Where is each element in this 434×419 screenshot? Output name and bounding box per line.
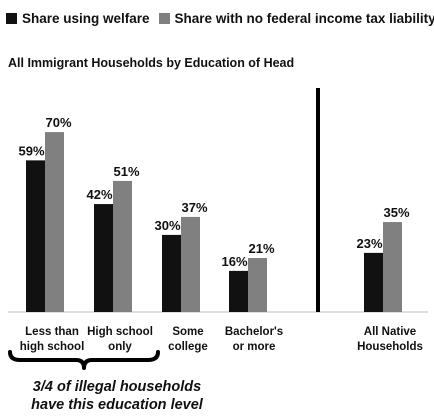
category-label-2-line-0: Some [172, 326, 203, 338]
category-label-0-line-1: high school [20, 341, 85, 353]
data-label-no-tax-4: 35% [383, 205, 409, 220]
category-label-1-line-1: only [108, 341, 132, 353]
data-label-no-tax-1: 51% [113, 164, 139, 179]
data-label-no-tax-3: 21% [248, 241, 274, 256]
category-label-1-line-0: High school [87, 326, 153, 338]
legend: Share using welfare Share with no federa… [6, 8, 434, 28]
category-label-4-line-0: All Native [364, 326, 416, 338]
note-line-1: 3/4 of illegal households [32, 379, 202, 395]
category-label-4-line-1: Households [357, 341, 423, 353]
bar-no-tax-2 [181, 216, 200, 312]
data-label-welfare-3: 16% [221, 254, 247, 269]
education-note: 3/4 of illegal households have this educ… [12, 378, 222, 414]
bar-welfare-0 [26, 160, 45, 312]
category-label-2-line-1: college [168, 341, 208, 353]
data-label-no-tax-0: 70% [45, 115, 71, 130]
category-label-0-line-0: Less than [25, 326, 79, 338]
bar-no-tax-1 [113, 180, 132, 312]
legend-swatch-welfare [6, 12, 17, 24]
legend-swatch-no-tax [158, 12, 170, 24]
data-label-welfare-0: 59% [18, 143, 44, 158]
bar-welfare-1 [94, 204, 113, 312]
chart-subtitle: All Immigrant Households by Education of… [8, 56, 295, 70]
category-label-3-line-1: or more [233, 341, 276, 353]
legend-item-no-tax: Share with no federal income tax liabili… [158, 10, 434, 26]
bar-no-tax-4 [383, 222, 402, 312]
data-label-welfare-4: 23% [356, 236, 382, 251]
note-line-2: have this education level [31, 397, 203, 413]
bar-no-tax-0 [45, 132, 64, 312]
data-label-welfare-1: 42% [86, 187, 112, 202]
bar-welfare-4 [364, 252, 383, 312]
data-label-no-tax-2: 37% [181, 200, 207, 215]
legend-label-no-tax: Share with no federal income tax liabili… [174, 10, 434, 26]
legend-item-welfare: Share using welfare [6, 11, 150, 26]
bar-welfare-2 [162, 234, 181, 312]
category-label-3-line-0: Bachelor's [225, 326, 283, 338]
legend-label-welfare: Share using welfare [22, 10, 150, 26]
education-bracket [8, 350, 160, 370]
bar-welfare-3 [229, 270, 248, 312]
bar-no-tax-3 [248, 258, 267, 312]
data-label-welfare-2: 30% [154, 218, 180, 233]
